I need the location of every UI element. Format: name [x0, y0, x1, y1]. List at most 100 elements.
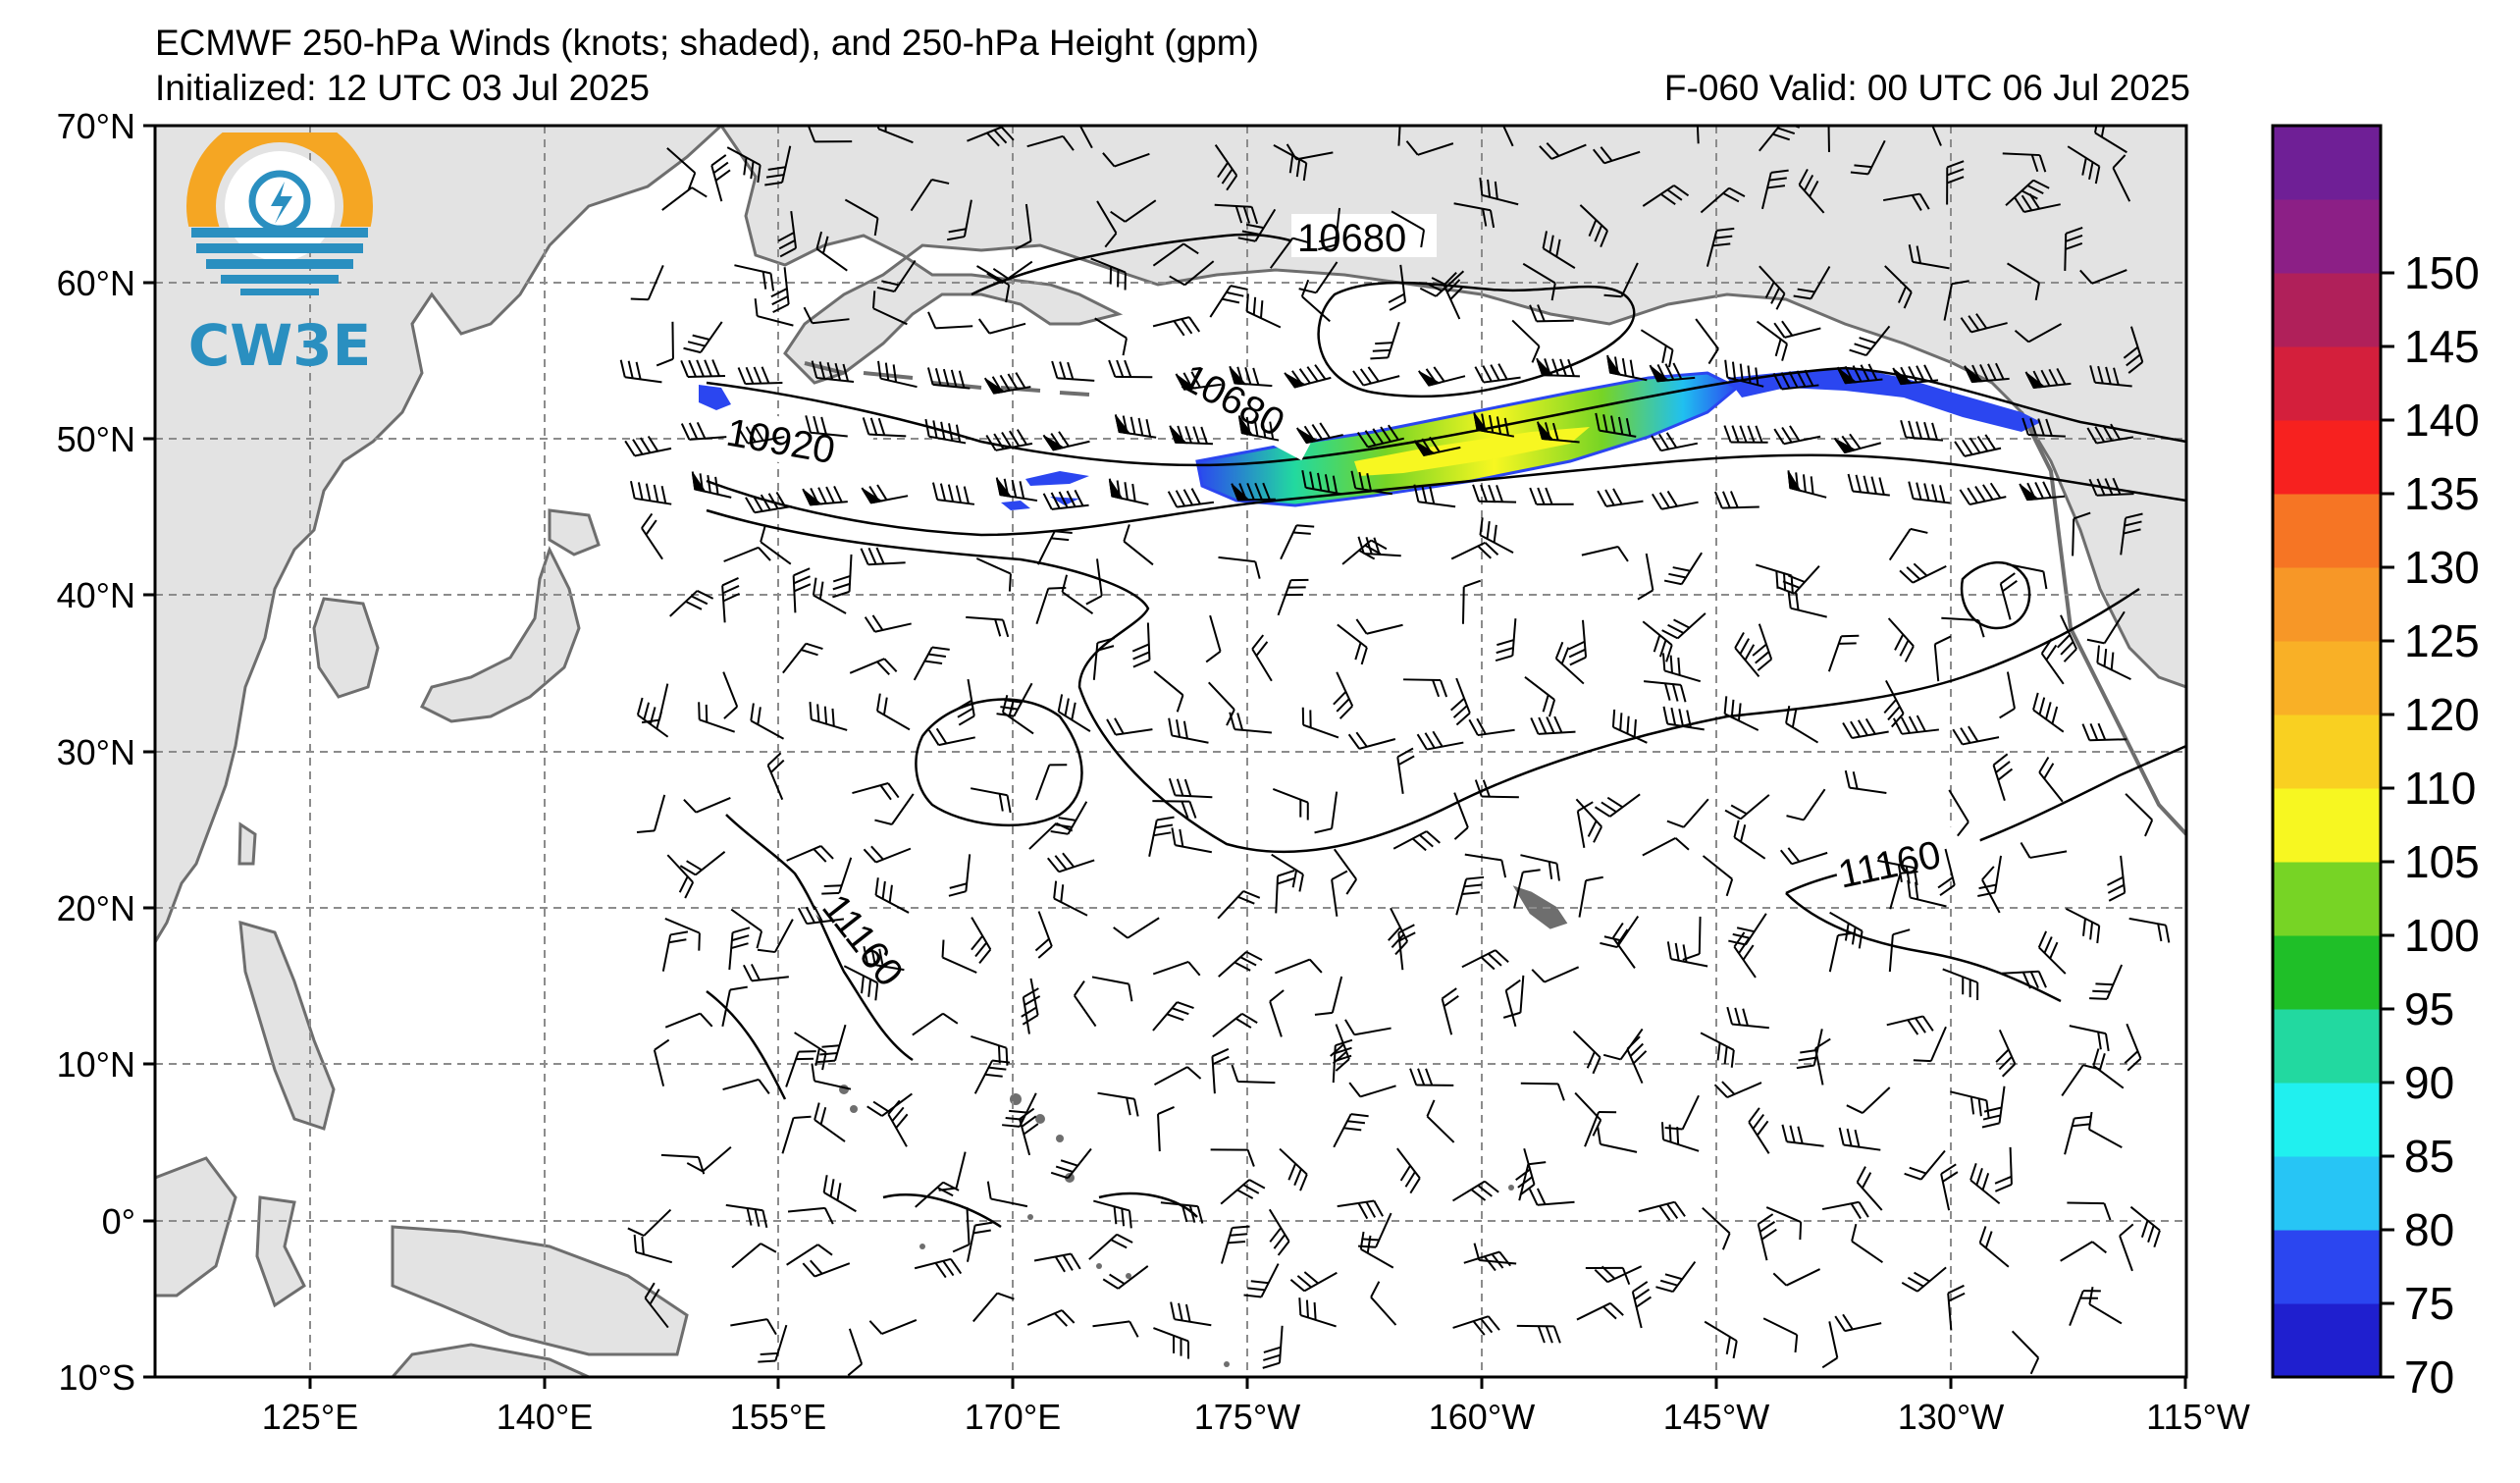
wind-barb [1542, 231, 1576, 269]
wind-barb [862, 417, 907, 438]
lon-label-160w: 160°W [1429, 1397, 1535, 1437]
wind-barb [1154, 1066, 1202, 1086]
wind-barb [1908, 244, 1950, 270]
wind-barb [1554, 641, 1585, 685]
wind-barb [1300, 279, 1331, 323]
wind-barb [1950, 1090, 1990, 1119]
wind-barb [1578, 875, 1603, 918]
wind-barb [1520, 854, 1560, 881]
wind-barb [1314, 791, 1339, 834]
wind-barb [2092, 1048, 2125, 1089]
wind-barb [1531, 966, 1580, 983]
wind-barb [1357, 536, 1401, 557]
wind-barb [723, 546, 771, 562]
wind-barb [1348, 1082, 1396, 1098]
wind-barb [1170, 1301, 1212, 1327]
wind-barb [926, 367, 971, 390]
jet-west-shading-1 [699, 385, 731, 410]
wind-barb [2007, 262, 2040, 301]
wind-barb [1042, 489, 1089, 510]
wind-barb [1102, 1265, 1149, 1290]
lat-label-0: 0° [102, 1201, 135, 1242]
wind-barb [1295, 422, 1343, 445]
wind-barb [2038, 756, 2064, 803]
wind-barb [1889, 871, 1918, 910]
wind-barb [630, 264, 664, 301]
wind-barb [1642, 836, 1690, 857]
wind-barb [1090, 257, 1127, 291]
wind-barb [1347, 731, 1396, 750]
lon-label-145w: 145°W [1663, 1397, 1769, 1437]
wind-barb [2072, 511, 2091, 556]
wind-barb [1884, 265, 1913, 309]
wind-barb [832, 554, 853, 599]
wind-barb [1568, 619, 1588, 666]
wind-barb [2079, 269, 2127, 285]
wind-barb [2067, 145, 2101, 185]
lat-label-40n: 40°N [57, 575, 135, 615]
wind-barb [1002, 1092, 1037, 1128]
wind-barb [1237, 415, 1280, 442]
wind-barb [1969, 1162, 2001, 1205]
wind-barb [1904, 1149, 1946, 1181]
wind-barb [2125, 793, 2154, 837]
wind-barb [1529, 304, 1574, 323]
wind-barb [1148, 816, 1175, 857]
wind-barb [1529, 487, 1574, 505]
wind-barb [947, 199, 972, 241]
wind-barb [1772, 1268, 1821, 1287]
wind-barb [1078, 126, 1093, 149]
wind-barb [1887, 617, 1915, 662]
wind-barb [1091, 976, 1133, 1002]
wind-barb [722, 671, 739, 719]
wind-barb [1452, 1180, 1499, 1202]
wind-barb [666, 854, 695, 899]
wind-barb [1511, 319, 1541, 363]
wind-barb [1520, 1082, 1565, 1101]
wind-barb [861, 484, 909, 504]
wind-barb [1504, 979, 1521, 1028]
colorbar-segment [2273, 935, 2381, 1010]
wind-barb [2021, 417, 2066, 438]
wind-barb [1355, 618, 1403, 635]
wind-barb [1123, 524, 1154, 566]
wind-barb [1908, 481, 1951, 504]
wind-barb [624, 435, 672, 457]
wind-barb [1209, 285, 1248, 318]
wind-barb [1301, 707, 1339, 739]
jet-east-shading [1727, 368, 2041, 432]
wind-barb [2013, 193, 2061, 213]
wind-barb [2002, 152, 2047, 173]
wind-barb [931, 482, 975, 505]
wind-barb [852, 782, 900, 801]
wind-barb [1273, 144, 1308, 182]
wind-barb [1001, 695, 1034, 735]
wind-barb [1262, 1325, 1284, 1369]
wind-barb [1759, 265, 1786, 310]
wind-barb [913, 646, 950, 681]
wind-barb [1787, 590, 1827, 618]
colorbar-label: 100 [2404, 910, 2480, 961]
wind-barb [1661, 612, 1706, 640]
wind-barb [1333, 1113, 1369, 1148]
wind-barb [1597, 1126, 1638, 1153]
wind-barb [1464, 853, 1507, 878]
wind-barb [2096, 645, 2131, 681]
wind-barb [2112, 154, 2131, 202]
wind-barb [1838, 1127, 1881, 1151]
wind-barb [627, 1208, 672, 1237]
wind-barb [1035, 764, 1068, 801]
wind-barb [731, 1243, 777, 1269]
wind-barb [1724, 794, 1770, 821]
wind-barb [1051, 360, 1095, 382]
wind-barb [821, 857, 853, 895]
wind-barb [1821, 1321, 1839, 1369]
wind-barb [1597, 488, 1644, 507]
wind-barb [1706, 227, 1735, 267]
wind-barb [2123, 326, 2144, 374]
wind-barb [1042, 431, 1090, 451]
wind-barb [2081, 722, 2127, 742]
colorbar-segment [2273, 346, 2381, 421]
wind-barb [1814, 1037, 1831, 1086]
wind-barb [1748, 1107, 1770, 1154]
